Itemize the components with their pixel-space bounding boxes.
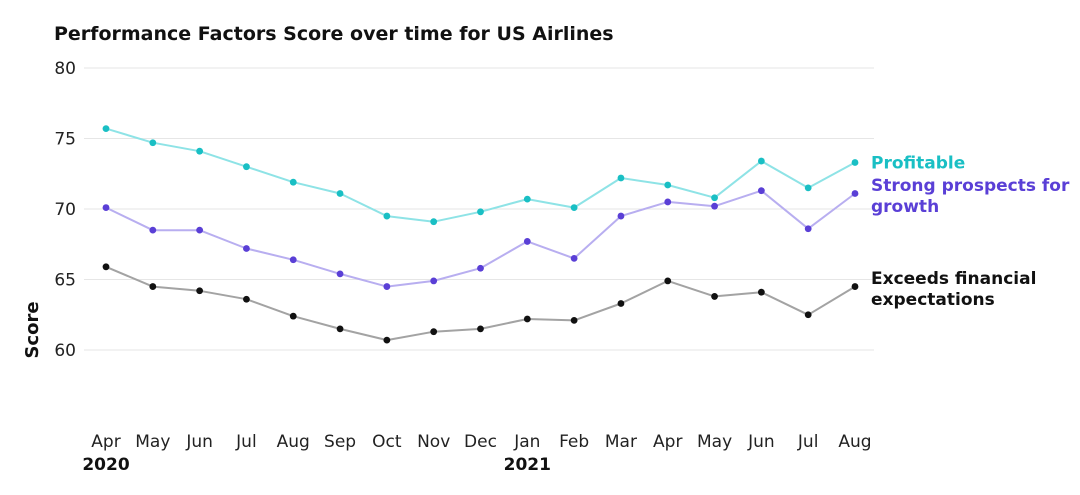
- y-tick-label: 75: [54, 130, 76, 150]
- data-point: [523, 195, 531, 203]
- data-point: [804, 311, 812, 319]
- data-point: [336, 270, 344, 278]
- data-point: [804, 225, 812, 233]
- data-point: [289, 256, 297, 264]
- data-point: [851, 283, 859, 290]
- data-point: [523, 315, 531, 323]
- x-tick-label: May: [697, 432, 732, 452]
- data-point: [711, 194, 718, 202]
- series-label-line: Profitable: [871, 153, 965, 173]
- data-point: [711, 202, 718, 210]
- data-point: [289, 178, 297, 186]
- data-point: [102, 204, 110, 211]
- data-point: [617, 300, 625, 307]
- data-point: [617, 174, 625, 182]
- data-point: [430, 328, 438, 336]
- data-point: [383, 336, 391, 344]
- data-point: [149, 283, 157, 290]
- data-point: [851, 159, 859, 166]
- x-axis-ticks: Apr May Jun Jul Aug Sep Oct Nov Dec Jan Feb Mar Apr M…: [82, 432, 871, 475]
- data-point: [196, 226, 204, 234]
- data-point: [664, 181, 672, 189]
- series-label-line: Strong prospects for: [871, 176, 1070, 196]
- x-tick-label: Jul: [235, 432, 257, 452]
- x-tick-label: Sep: [324, 432, 356, 452]
- x-tick-label: Nov: [417, 432, 450, 452]
- data-point: [243, 163, 250, 171]
- data-point: [664, 277, 672, 285]
- y-tick-label: 70: [54, 200, 76, 220]
- data-point: [336, 190, 344, 197]
- data-point: [477, 208, 484, 216]
- data-point: [711, 293, 718, 300]
- y-tick-label: 80: [54, 59, 76, 79]
- x-tick-label: Apr: [653, 432, 682, 452]
- data-point: [243, 245, 250, 252]
- x-tick-label: Mar: [605, 432, 637, 452]
- series-labels: Profitable Strong prospects for growth Exce…: [871, 153, 1070, 310]
- x-tick-label: Oct: [372, 432, 402, 452]
- data-point: [149, 139, 157, 147]
- x-tick-label: Jul: [797, 432, 819, 452]
- x-tick-label: Aug: [838, 432, 871, 452]
- y-tick-label: 65: [54, 271, 76, 291]
- year-label: 2020: [82, 455, 129, 475]
- x-tick-label: Jun: [747, 432, 775, 452]
- data-point: [570, 204, 578, 211]
- data-point: [570, 316, 578, 324]
- data-point: [477, 264, 484, 272]
- data-point: [664, 198, 672, 206]
- x-tick-label: Feb: [559, 432, 589, 452]
- data-point: [430, 218, 438, 226]
- data-point: [149, 226, 157, 234]
- data-point: [196, 147, 204, 155]
- y-axis-ticks: 60 65 70 75 80: [54, 59, 76, 361]
- series-0: [102, 125, 859, 226]
- data-point: [757, 187, 765, 195]
- data-point: [477, 325, 484, 333]
- data-point: [383, 283, 391, 290]
- series-lines: [102, 125, 859, 344]
- y-axis-label: Score: [22, 301, 43, 358]
- series-label-line: expectations: [871, 290, 995, 310]
- series-1: [102, 187, 859, 290]
- series-label: Exceeds financial expectations: [871, 269, 1036, 310]
- data-point: [523, 238, 531, 245]
- x-tick-label: Jun: [185, 432, 213, 452]
- y-tick-label: 60: [54, 341, 76, 361]
- x-tick-label: Jan: [513, 432, 540, 452]
- data-point: [570, 254, 578, 262]
- series-label: Strong prospects for growth: [871, 176, 1070, 217]
- data-point: [102, 125, 110, 133]
- chart-title: Performance Factors Score over time for …: [54, 23, 614, 45]
- data-point: [851, 190, 859, 197]
- data-point: [617, 212, 625, 220]
- x-tick-label: Apr: [91, 432, 120, 452]
- data-point: [383, 212, 391, 220]
- data-point: [804, 184, 812, 192]
- series-label-line: growth: [871, 197, 939, 217]
- data-point: [757, 157, 765, 165]
- data-point: [102, 263, 110, 271]
- series-line: [105, 189, 856, 288]
- year-label: 2021: [504, 455, 551, 475]
- data-point: [196, 287, 204, 295]
- series-label-line: Exceeds financial: [871, 269, 1036, 289]
- x-tick-label: Aug: [277, 432, 310, 452]
- x-tick-label: May: [135, 432, 170, 452]
- data-point: [430, 277, 438, 285]
- series-2: [102, 263, 859, 344]
- series-line: [105, 127, 856, 223]
- series-label: Profitable: [871, 153, 965, 173]
- data-point: [336, 325, 344, 333]
- x-tick-label: Dec: [464, 432, 497, 452]
- data-point: [757, 288, 765, 296]
- data-point: [243, 295, 250, 303]
- data-point: [289, 312, 297, 320]
